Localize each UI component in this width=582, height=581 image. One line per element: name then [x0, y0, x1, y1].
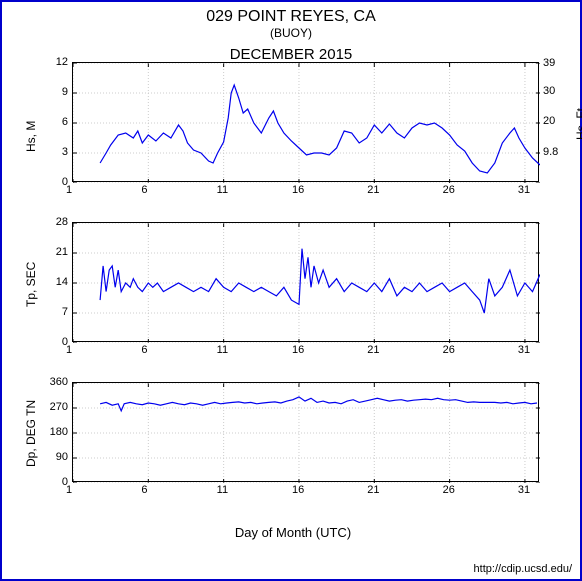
ytick-label: 7	[62, 306, 68, 318]
panel1-ylabel-right: Hs, Ft	[574, 108, 582, 140]
ytick-label: 90	[56, 451, 68, 463]
title-sub: (BUOY)	[2, 26, 580, 40]
xtick-label: 6	[141, 484, 147, 496]
xtick-label: 31	[518, 484, 530, 496]
xtick-label: 21	[367, 484, 379, 496]
xaxis-label: Day of Month (UTC)	[2, 525, 582, 540]
xtick-label: 6	[141, 184, 147, 196]
title-main: 029 POINT REYES, CA	[2, 8, 580, 26]
xtick-label: 31	[518, 184, 530, 196]
ytick-right-label: 20	[543, 115, 555, 127]
xtick-label: 11	[217, 344, 228, 356]
ytick-label: 28	[56, 216, 68, 228]
panel3-ylabel-left: Dp, DEG TN	[24, 400, 38, 467]
ytick-label: 0	[62, 476, 68, 488]
ytick-right-label: 30	[543, 85, 555, 97]
panel1-hs	[72, 62, 539, 182]
ytick-label: 6	[62, 116, 68, 128]
xtick-label: 31	[518, 344, 530, 356]
xtick-label: 26	[443, 184, 455, 196]
xtick-label: 21	[367, 344, 379, 356]
title-period: DECEMBER 2015	[2, 46, 580, 63]
panel1-ylabel-left: Hs, M	[24, 121, 38, 152]
panel2-ylabel-left: Tp, SEC	[24, 262, 38, 307]
ytick-label: 3	[62, 146, 68, 158]
xtick-label: 26	[443, 484, 455, 496]
ytick-label: 360	[50, 376, 68, 388]
xtick-label: 11	[217, 184, 228, 196]
credit-url: http://cdip.ucsd.edu/	[474, 563, 572, 575]
xtick-label: 16	[292, 484, 304, 496]
xtick-label: 26	[443, 344, 455, 356]
ytick-label: 12	[56, 56, 68, 68]
xtick-label: 6	[141, 344, 147, 356]
panel2-tp	[72, 222, 539, 342]
xtick-label: 21	[367, 184, 379, 196]
ytick-label: 0	[62, 176, 68, 188]
ytick-label: 9	[62, 86, 68, 98]
xtick-label: 16	[292, 184, 304, 196]
panel3-dp	[72, 382, 539, 482]
ytick-right-label: 9.8	[543, 146, 558, 158]
charts-container: Hs, M Hs, Ft 161116212631 036912 9.82030…	[2, 62, 582, 540]
chart-frame: 029 POINT REYES, CA (BUOY) DECEMBER 2015…	[0, 0, 582, 581]
ytick-label: 14	[56, 276, 68, 288]
ytick-label: 21	[56, 246, 68, 258]
xtick-label: 11	[217, 484, 228, 496]
ytick-label: 270	[50, 401, 68, 413]
ytick-label: 0	[62, 336, 68, 348]
xtick-label: 16	[292, 344, 304, 356]
ytick-right-label: 39	[543, 57, 555, 69]
ytick-label: 180	[50, 426, 68, 438]
